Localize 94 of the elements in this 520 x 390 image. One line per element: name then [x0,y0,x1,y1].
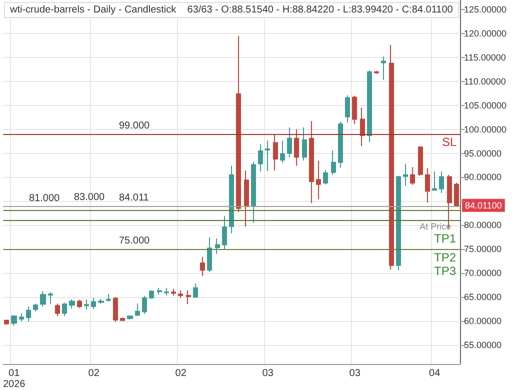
candlestick [178,290,183,298]
candlestick [69,298,75,309]
y-tick-label: 115.00000 [464,52,506,62]
candlestick [381,56,386,80]
y-tick-label: 95.00000 [464,148,502,158]
y-tick-label: 125.00000 [464,4,507,15]
y-tick-label: 60.00000 [464,316,502,326]
candlestick [142,295,147,314]
ref-line-label: 99.000 [119,120,150,132]
candlestick [302,126,307,161]
x-tick-label: 03 [349,368,361,379]
candlestick [244,170,249,228]
y-tick-label: 110.00000 [464,76,506,86]
candlestick [367,70,372,143]
candlestick [135,303,140,317]
y-tick-label: 105.00000 [464,100,507,110]
candlestick [360,107,365,147]
x-tick-label: 01 2026 [2,368,26,390]
candlestick [258,144,263,172]
candlestick [164,287,169,296]
annotation: TP1 [434,232,456,246]
candlestick [294,128,299,166]
candlestick [62,302,67,317]
candlestick [98,298,104,304]
candlestick [26,306,31,322]
candlestick [149,290,154,300]
y-tick-label: 75.00000 [464,244,502,254]
candlestick [265,140,270,172]
candlestick [157,287,162,296]
ref-line-label: 81.000 [29,192,60,204]
candlestick [273,134,278,172]
candlestick [439,170,444,194]
candlestick [55,303,60,317]
candlestick [215,238,220,254]
y-tick-label: 70.00000 [464,268,502,278]
candlestick [207,237,212,273]
x-tick-label: 03 [262,368,274,379]
chart-title: wti-crude-barrels - Daily - Candlestick 63/63 - O:88.51540 - H:88.84220 - L:83.99420 - C:84.01100 [10,4,453,16]
candlestick [396,175,401,271]
candlestick [77,299,82,308]
candlestick [352,95,357,125]
candlestick [425,168,430,204]
y-tick-label: 120.00000 [464,28,507,39]
candlestick [236,35,241,213]
candlestick [222,216,227,251]
candlestick [113,296,118,322]
x-tick-label: 02 [175,368,187,379]
candlestick [193,283,198,298]
y-tick-label: 65.00000 [464,292,502,302]
annotation: SL [442,135,458,150]
y-tick-label: 90.00000 [464,172,502,182]
x-tick-label: 04 [429,368,441,379]
candlestick [48,292,53,305]
ref-line-label: 84.011 [119,192,150,204]
candlestick [454,182,459,206]
candlestick [374,70,379,74]
candlestick [171,288,176,296]
candlestick [287,126,292,158]
candlestick [323,170,328,185]
candlestick [4,318,9,326]
candlestick [403,163,408,186]
candlestick [309,120,314,204]
y-tick-label: 55.00000 [464,340,502,350]
candlestick [200,256,205,276]
y-tick-label: 100.00000 [464,124,507,134]
candlestick [251,161,256,224]
candlestick [19,312,24,322]
candlestick [410,166,415,186]
x-tick-label: 02 [88,368,100,379]
candlestick [331,150,336,176]
candlestick [186,290,191,305]
candlestick [432,170,437,192]
candlestick [127,315,133,320]
candlestick [345,94,350,124]
candlestick [40,290,46,308]
y-tick-label: 80.00000 [464,220,502,230]
ref-line-label: 83.000 [74,192,106,204]
candlestick [33,303,38,312]
candlestick [106,294,111,302]
candlestick [229,165,234,234]
ref-line-label: 75.000 [119,236,150,247]
annotation: 84.01100 [465,200,502,210]
annotation: TP3 [434,264,456,278]
candlestick [91,297,96,310]
candlestick [389,44,394,270]
annotation: TP2 [434,250,456,264]
candlestick [120,317,125,322]
candlestick [418,146,423,176]
candlestick [338,121,343,168]
candlestick [11,314,17,326]
candlestick [84,298,89,310]
candlestick [280,140,285,164]
candlestick [316,160,321,200]
annotation: At Price [420,221,452,232]
